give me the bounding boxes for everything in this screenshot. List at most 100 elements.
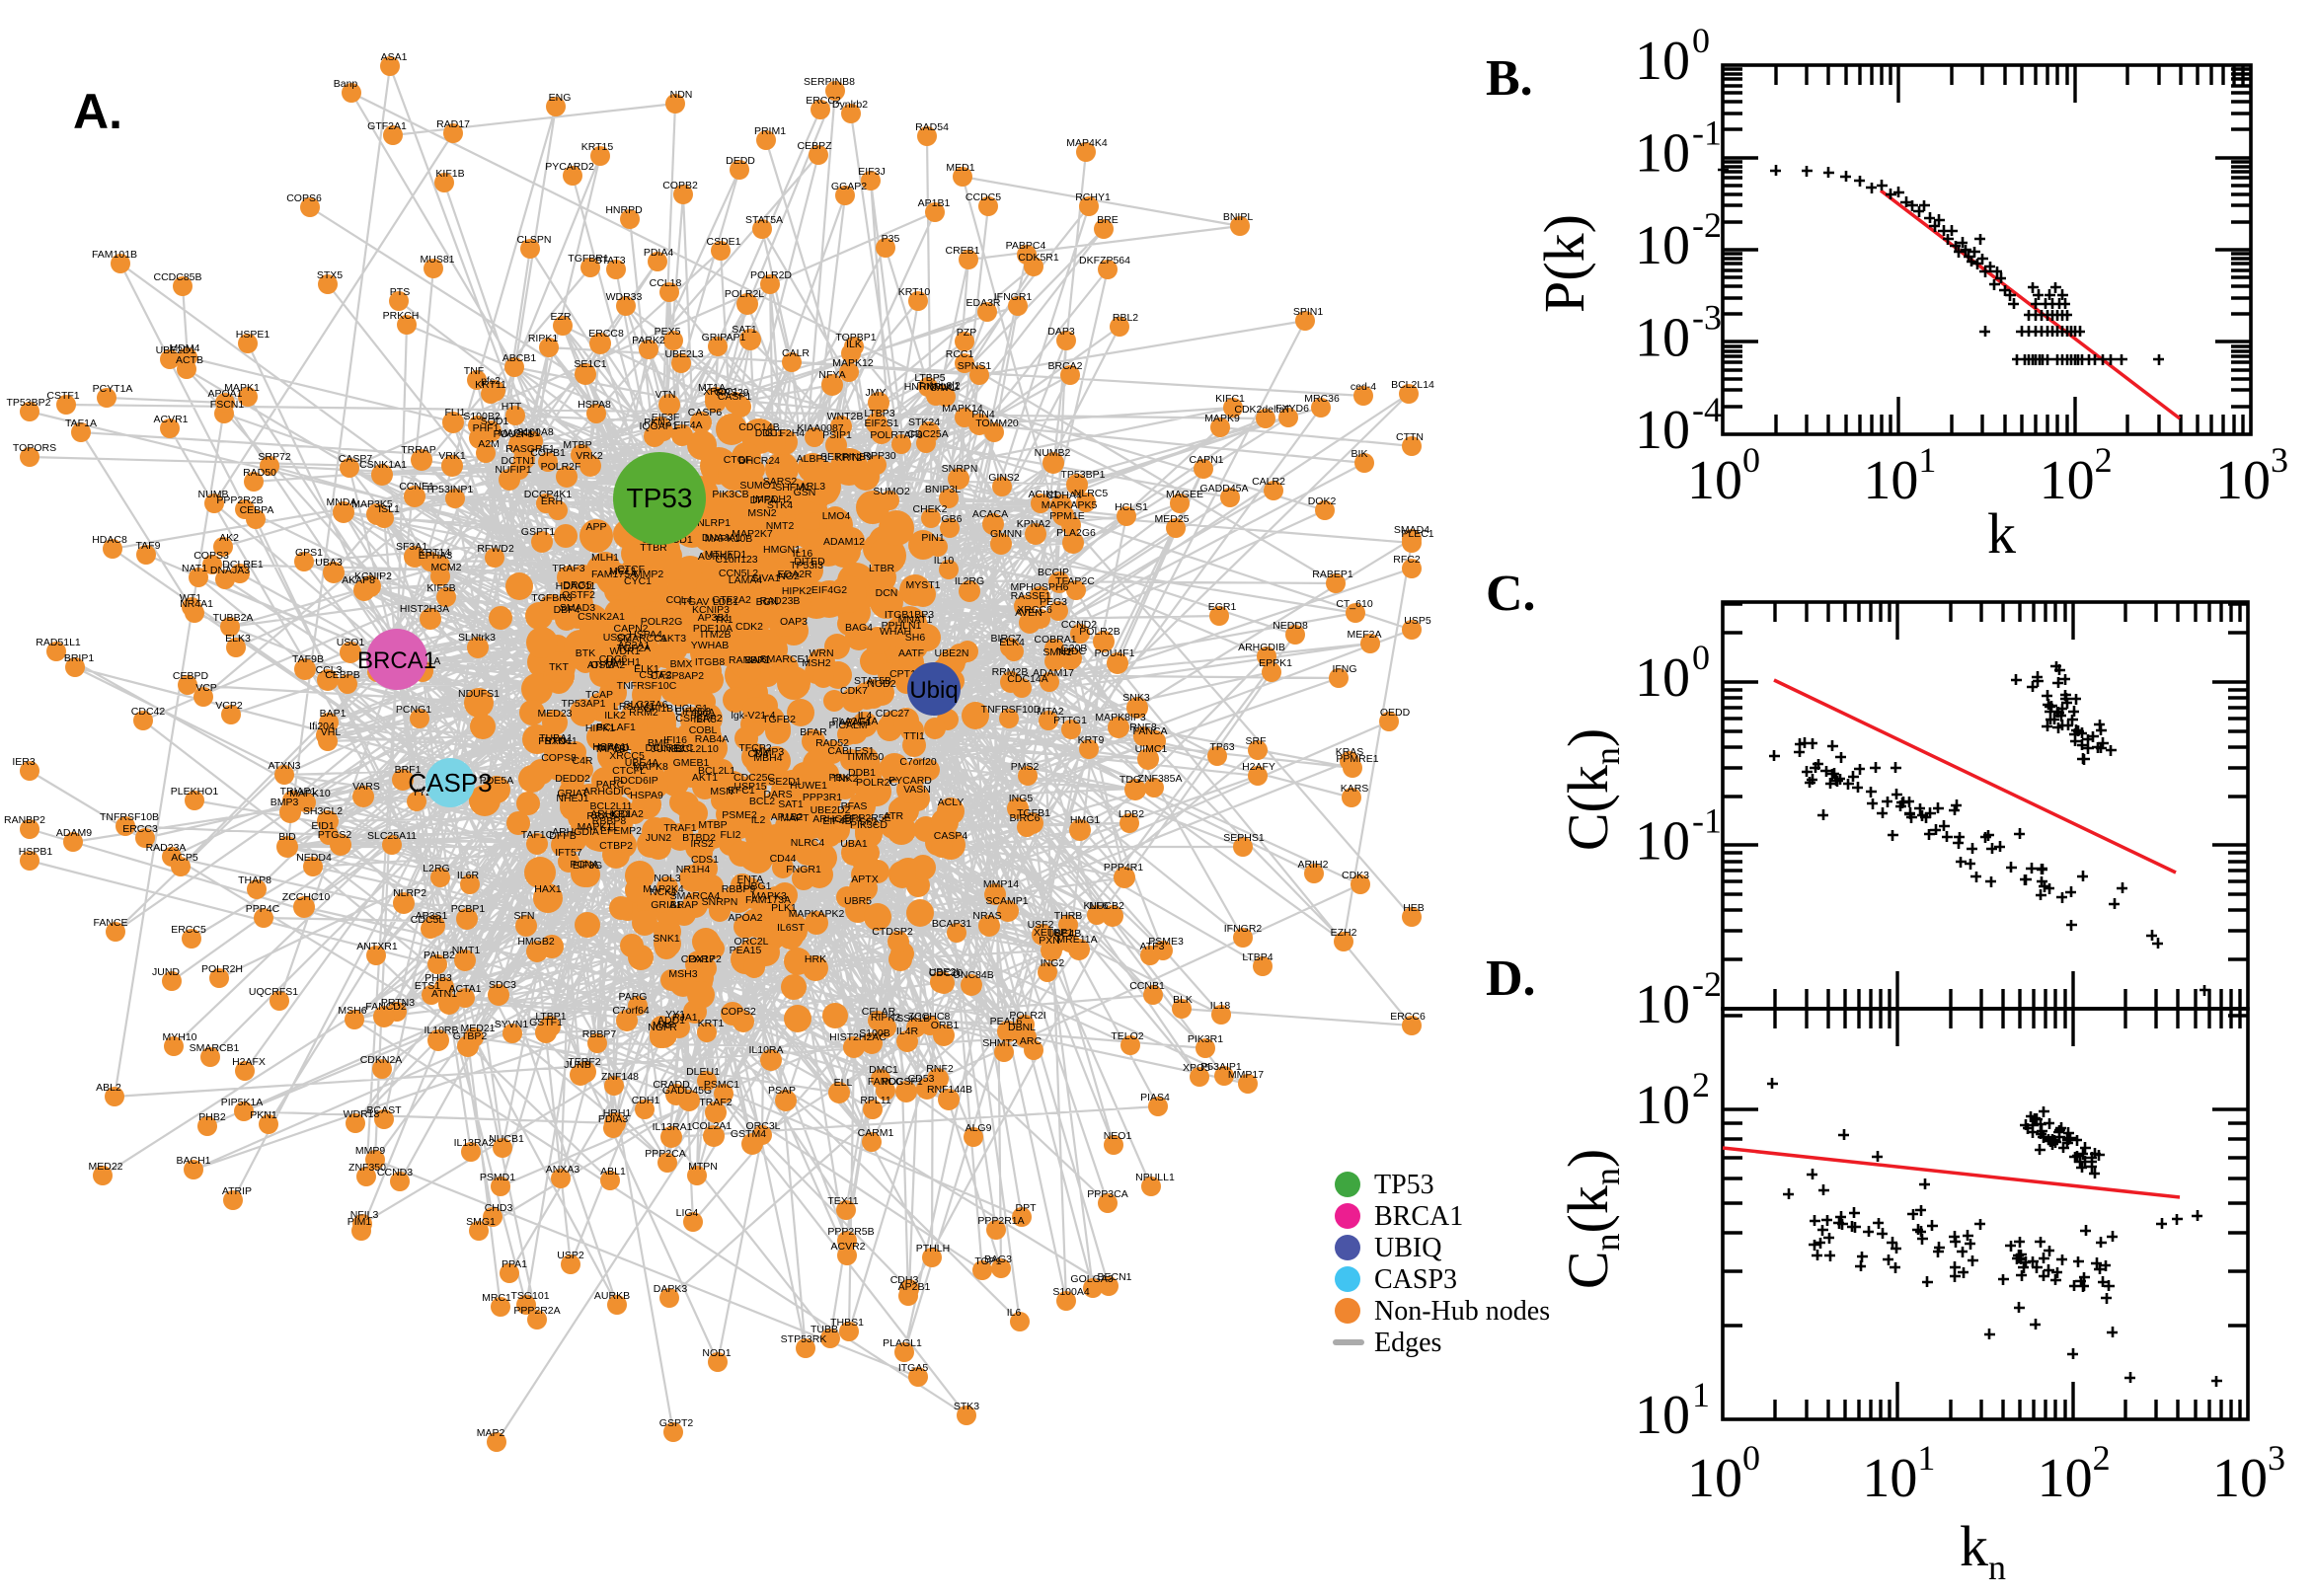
svg-text:CABLES1: CABLES1 [827, 745, 874, 757]
svg-text:NFYA: NFYA [818, 369, 845, 381]
svg-text:COL2A1: COL2A1 [692, 1120, 732, 1132]
svg-text:TUBB: TUBB [811, 1324, 838, 1335]
svg-text:TK1: TK1 [714, 614, 733, 626]
svg-text:USF2: USF2 [1028, 919, 1054, 931]
svg-text:PTGS2: PTGS2 [318, 829, 352, 841]
svg-text:3: 3 [2268, 1438, 2285, 1478]
svg-text:MAPK8IP3: MAPK8IP3 [1095, 712, 1146, 723]
svg-text:USP2: USP2 [557, 1250, 584, 1261]
svg-text:TKT: TKT [549, 661, 569, 673]
svg-text:RANBP1: RANBP1 [729, 654, 770, 666]
svg-text:CASP6: CASP6 [688, 407, 723, 418]
svg-text:PPP2R5E: PPP2R5E [844, 812, 890, 824]
svg-text:0: 0 [1692, 21, 1710, 60]
svg-text:CT_610: CT_610 [1336, 598, 1373, 610]
svg-text:USP15: USP15 [733, 781, 766, 793]
svg-text:SARS2: SARS2 [763, 476, 798, 488]
svg-text:RANBP2: RANBP2 [4, 814, 45, 826]
svg-text:RBL2: RBL2 [1113, 312, 1138, 324]
svg-text:C.: C. [1486, 566, 1536, 622]
svg-text:DNAJA1: DNAJA1 [702, 532, 741, 544]
svg-text:DARS: DARS [763, 789, 792, 800]
svg-text:SCAMP1: SCAMP1 [985, 895, 1028, 907]
svg-text:FANCE: FANCE [93, 917, 127, 929]
svg-text:CARM1: CARM1 [858, 1127, 894, 1139]
svg-text:PDE10A: PDE10A [693, 623, 733, 635]
svg-text:SDC3: SDC3 [489, 979, 516, 991]
svg-text:MAPK9: MAPK9 [1204, 413, 1240, 424]
svg-text:XRCC6: XRCC6 [1017, 604, 1052, 616]
svg-text:GTBP2: GTBP2 [453, 1030, 488, 1042]
svg-text:SMARCB1: SMARCB1 [190, 1042, 240, 1054]
svg-text:MED23: MED23 [537, 708, 572, 720]
svg-text:TTBR: TTBR [640, 542, 667, 554]
svg-text:HEB: HEB [1403, 902, 1425, 914]
svg-text:PDE5A: PDE5A [480, 775, 513, 787]
svg-text:S100A8: S100A8 [516, 426, 554, 438]
svg-text:RAD52: RAD52 [815, 737, 849, 749]
svg-text:PRIM1: PRIM1 [754, 125, 786, 137]
svg-text:TRAF1: TRAF1 [663, 822, 696, 834]
svg-text:AK2: AK2 [219, 532, 239, 544]
svg-text:CHEK2: CHEK2 [912, 503, 947, 515]
svg-text:GTF2A1: GTF2A1 [367, 120, 407, 132]
svg-text:DCCP4K1: DCCP4K1 [524, 489, 573, 500]
svg-text:PPP3CA: PPP3CA [1087, 1188, 1127, 1200]
svg-text:RFC1: RFC1 [728, 785, 755, 797]
svg-text:-2: -2 [1692, 964, 1722, 1004]
svg-text:PLA2G6: PLA2G6 [1056, 527, 1096, 539]
svg-text:BRCA1: BRCA1 [357, 647, 436, 674]
svg-text:SE1C1: SE1C1 [574, 358, 606, 370]
svg-text:RIPK2: RIPK2 [871, 1012, 901, 1024]
svg-text:PYCARD: PYCARD [888, 775, 932, 787]
svg-text:NR1H4: NR1H4 [676, 864, 711, 875]
svg-text:KPNA2: KPNA2 [1017, 518, 1051, 530]
svg-text:ERCC2: ERCC2 [806, 95, 841, 107]
svg-text:STK24: STK24 [908, 417, 940, 428]
svg-text:ABCB1: ABCB1 [502, 352, 537, 364]
svg-text:MNAT1: MNAT1 [898, 614, 933, 626]
svg-text:ITGB1BP3: ITGB1BP3 [885, 609, 934, 621]
svg-text:JUND: JUND [152, 966, 180, 978]
svg-text:UBE4B: UBE4B [1047, 928, 1081, 940]
svg-text:P35: P35 [882, 233, 900, 245]
svg-text:CDC5L: CDC5L [411, 914, 445, 926]
svg-text:PPM1E: PPM1E [1049, 510, 1085, 522]
svg-text:GMNN: GMNN [990, 528, 1022, 540]
svg-text:10: 10 [1635, 811, 1690, 873]
svg-text:10: 10 [1687, 450, 1742, 511]
svg-text:S100A4: S100A4 [1052, 1286, 1090, 1298]
svg-text:ILK2: ILK2 [604, 710, 626, 722]
svg-text:OEDD: OEDD [1380, 707, 1411, 719]
svg-text:TRAF3: TRAF3 [552, 563, 584, 574]
svg-text:SOD1: SOD1 [481, 416, 509, 427]
svg-text:CSNK2A1: CSNK2A1 [578, 611, 625, 623]
svg-text:GSPT2: GSPT2 [659, 1417, 694, 1429]
svg-text:GSTF1: GSTF1 [529, 1017, 563, 1028]
svg-text:QSTF2: QSTF2 [562, 589, 595, 601]
svg-text:SF3A1: SF3A1 [396, 541, 427, 553]
svg-text:POLR2B: POLR2B [1079, 626, 1119, 638]
svg-text:PLK1: PLK1 [771, 902, 797, 914]
svg-text:NLRP2: NLRP2 [393, 887, 426, 899]
svg-text:BRF1: BRF1 [395, 764, 422, 776]
svg-text:DBNL: DBNL [1008, 1022, 1036, 1033]
svg-text:CCL18: CCL18 [650, 277, 682, 289]
svg-text:HNRPD: HNRPD [605, 204, 643, 216]
svg-text:PPP2R5B: PPP2R5B [827, 1226, 874, 1238]
svg-text:TAF1C: TAF1C [521, 829, 554, 841]
svg-text:10: 10 [1862, 1448, 1917, 1509]
svg-text:PTHLH: PTHLH [916, 1243, 950, 1254]
svg-text:CDH1: CDH1 [632, 1095, 660, 1106]
svg-text:CDC6: CDC6 [599, 653, 628, 665]
svg-text:SLC25A11: SLC25A11 [367, 830, 417, 842]
svg-text:IL10: IL10 [934, 555, 955, 567]
svg-text:MLH1: MLH1 [591, 552, 619, 564]
svg-text:PFAS: PFAS [841, 800, 868, 812]
svg-text:PEA16: PEA16 [990, 1016, 1023, 1027]
svg-text:CCND2: CCND2 [1061, 619, 1097, 631]
svg-text:CCND3: CCND3 [377, 1167, 413, 1178]
svg-text:NUMB2: NUMB2 [1035, 447, 1071, 459]
svg-text:PRTN3: PRTN3 [381, 997, 415, 1009]
svg-text:RASSF1: RASSF1 [1011, 590, 1051, 602]
